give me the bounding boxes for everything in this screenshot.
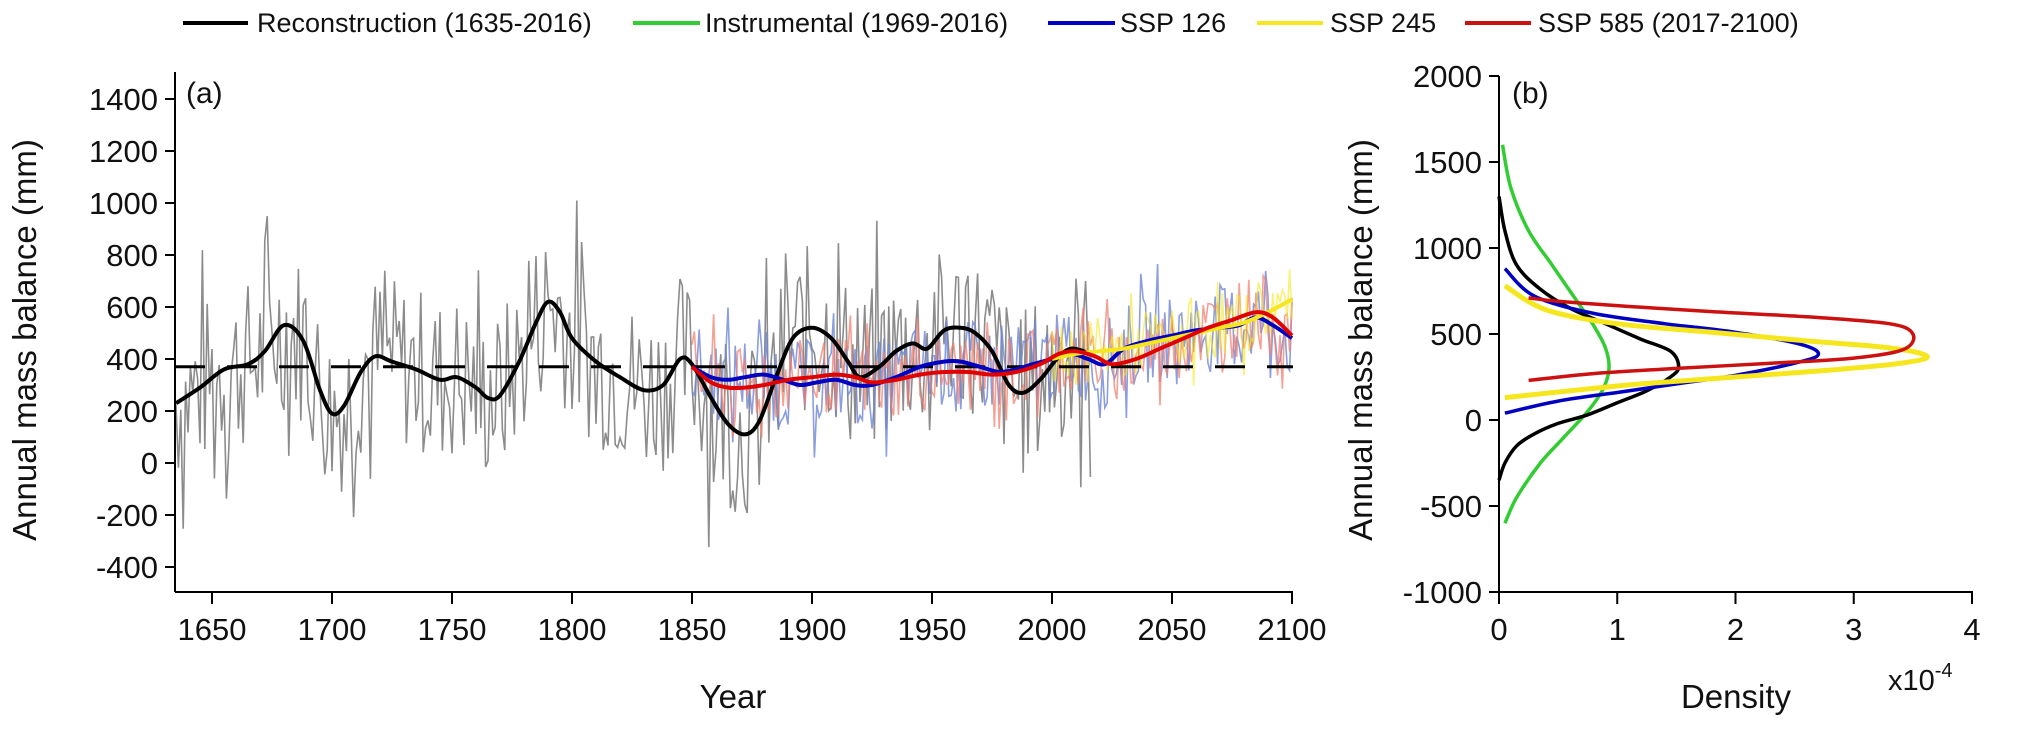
panel-a-y-tick-label: 400 xyxy=(106,342,158,377)
ssp585-smoothed-line xyxy=(690,310,1294,391)
reconstruction-smoothed-line xyxy=(174,299,1092,437)
panel-b-density-curves xyxy=(1497,144,1930,524)
panel-a: -400 -200 0 200 400 600 800 1000 1200 1400 1650 17… xyxy=(6,72,1326,715)
panel-b-y-tick-label: 0 xyxy=(1465,403,1482,438)
panel-b-y-axis-title: Annual mass balance (mm) xyxy=(1342,139,1379,541)
panel-a-x-ticks: 1650 1700 1750 1800 1850 1900 1950 2000 2050 2100 xyxy=(178,592,1327,647)
reconstruction-annual-line xyxy=(175,200,1092,548)
instrumental-density-curve xyxy=(1500,144,1611,524)
panel-b-label: (b) xyxy=(1512,77,1549,110)
panel-b-y-ticks: -1000 -500 0 500 1000 1500 2000 xyxy=(1403,59,1499,610)
panel-b-x-multiplier: x10-4 xyxy=(1888,660,1953,697)
panel-a-x-tick-label: 1650 xyxy=(178,612,247,647)
panel-a-annual-series xyxy=(175,200,1293,548)
panel-a-x-tick-label: 2100 xyxy=(1258,612,1327,647)
reconstruction-density-curve xyxy=(1497,196,1681,481)
panel-a-y-tick-label: 1400 xyxy=(89,82,158,117)
panel-b-y-tick-label: -500 xyxy=(1420,489,1482,524)
panel-b-x-tick-label: 3 xyxy=(1845,612,1862,647)
legend-label-ssp585: SSP 585 (2017-2100) xyxy=(1538,8,1799,38)
panel-a-y-ticks: -400 -200 0 200 400 600 800 1000 1200 1400 xyxy=(89,82,175,585)
panel-b-y-tick-label: 1000 xyxy=(1413,231,1482,266)
panel-a-x-tick-label: 2000 xyxy=(1018,612,1087,647)
panel-a-x-tick-label: 2050 xyxy=(1138,612,1207,647)
panel-a-x-tick-label: 1950 xyxy=(898,612,967,647)
panel-a-y-tick-label: 800 xyxy=(106,238,158,273)
panel-b-x-ticks: 0 1 2 3 4 xyxy=(1490,592,1981,647)
panel-a-y-tick-label: 200 xyxy=(106,394,158,429)
panel-a-x-tick-label: 1900 xyxy=(778,612,847,647)
panel-b-x-tick-label: 2 xyxy=(1727,612,1744,647)
ssp585-annual-line xyxy=(691,272,1293,439)
panel-b-x-tick-label: 0 xyxy=(1490,612,1507,647)
ssp585-density-curve xyxy=(1528,296,1916,383)
panel-b-y-tick-label: 1500 xyxy=(1413,145,1482,180)
multiplier-base: x10 xyxy=(1888,665,1935,697)
panel-b-y-tick-label: -1000 xyxy=(1403,575,1482,610)
panel-a-x-tick-label: 1850 xyxy=(658,612,727,647)
panel-a-x-tick-label: 1800 xyxy=(538,612,607,647)
legend-label-instrumental: Instrumental (1969-2016) xyxy=(705,8,1008,38)
panel-a-label: (a) xyxy=(186,77,223,110)
legend-label-reconstruction: Reconstruction (1635-2016) xyxy=(257,8,592,38)
panel-a-y-tick-label: -400 xyxy=(96,550,158,585)
panel-b-y-tick-label: 2000 xyxy=(1413,59,1482,94)
panel-a-y-tick-label: -200 xyxy=(96,498,158,533)
ssp245-annual-line xyxy=(1051,269,1293,386)
panel-b-x-axis-title: Density xyxy=(1681,678,1792,715)
panel-a-x-tick-label: 1750 xyxy=(418,612,487,647)
multiplier-exponent: -4 xyxy=(1935,660,1953,682)
ssp126-density-curve xyxy=(1503,267,1821,415)
legend-label-ssp245: SSP 245 xyxy=(1330,8,1436,38)
panel-a-x-axis-title: Year xyxy=(700,678,767,715)
panel-b-x-tick-label: 4 xyxy=(1963,612,1980,647)
panel-b-x-tick-label: 1 xyxy=(1609,612,1626,647)
legend-label-ssp126: SSP 126 xyxy=(1120,8,1226,38)
legend: Reconstruction (1635-2016) Instrumental … xyxy=(183,8,1799,38)
panel-a-y-tick-label: 1200 xyxy=(89,134,158,169)
panel-b: -1000 -500 0 500 1000 1500 2000 0 1 2 3 4 (b) Annu… xyxy=(1342,59,1981,715)
panel-a-smoothed-series xyxy=(174,297,1294,437)
panel-b-y-tick-label: 500 xyxy=(1430,317,1482,352)
ssp245-smoothed-line xyxy=(1051,297,1293,361)
panel-a-y-tick-label: 0 xyxy=(141,446,158,481)
panel-a-y-axis-title: Annual mass balance (mm) xyxy=(6,139,43,541)
ssp245-density-curve xyxy=(1503,283,1930,401)
panel-a-x-tick-label: 1700 xyxy=(298,612,367,647)
panel-a-y-tick-label: 1000 xyxy=(89,186,158,221)
panel-a-y-tick-label: 600 xyxy=(106,290,158,325)
